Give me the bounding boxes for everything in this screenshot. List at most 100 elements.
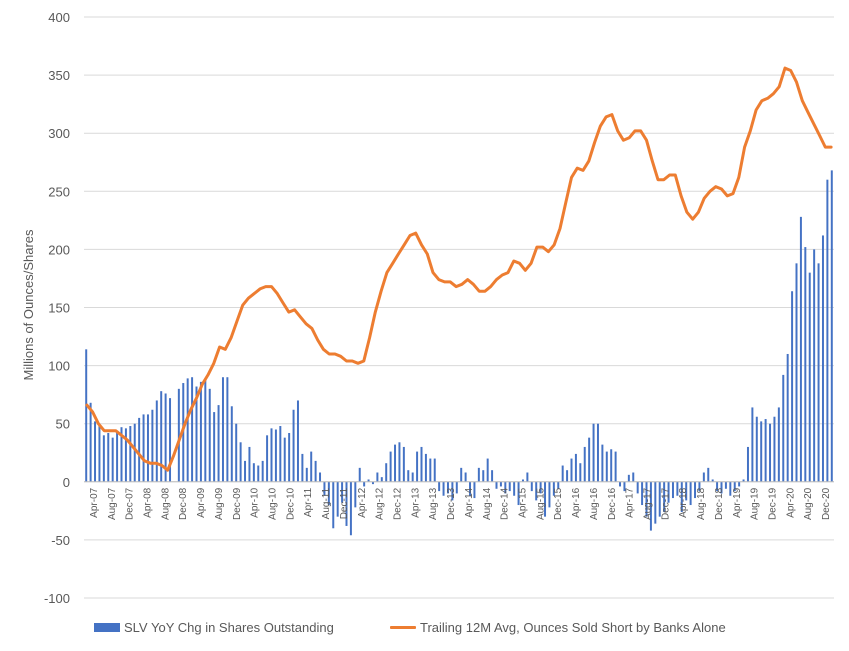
bar bbox=[433, 458, 436, 482]
bar bbox=[336, 481, 339, 517]
bar bbox=[424, 453, 427, 482]
bar bbox=[557, 481, 560, 489]
bar bbox=[539, 481, 542, 494]
bar bbox=[235, 423, 238, 482]
bar bbox=[760, 421, 763, 482]
bar bbox=[786, 353, 789, 482]
legend-item-line: Trailing 12M Avg, Ounces Sold Short by B… bbox=[390, 620, 726, 635]
x-tick-label: Aug-15 bbox=[535, 487, 546, 520]
bar bbox=[574, 453, 577, 482]
bar bbox=[274, 429, 277, 482]
legend-line-label: Trailing 12M Avg, Ounces Sold Short by B… bbox=[420, 620, 726, 635]
bar bbox=[323, 481, 326, 496]
bar bbox=[720, 481, 723, 494]
bar bbox=[301, 453, 304, 482]
bar bbox=[438, 481, 441, 492]
bar bbox=[773, 416, 776, 482]
bar bbox=[94, 421, 97, 482]
x-tick-label: Aug-09 bbox=[214, 487, 225, 520]
x-tick-label: Aug-18 bbox=[696, 487, 707, 520]
x-tick-label: Dec-12 bbox=[393, 487, 404, 520]
legend-bar-swatch bbox=[94, 623, 120, 632]
bar bbox=[632, 472, 635, 482]
bar bbox=[279, 426, 282, 482]
bar bbox=[535, 481, 538, 501]
bar bbox=[363, 481, 366, 487]
bar bbox=[169, 398, 172, 482]
x-tick-label: Apr-14 bbox=[464, 487, 475, 517]
x-tick-label: Apr-12 bbox=[357, 487, 368, 517]
bar bbox=[142, 414, 145, 482]
bar bbox=[583, 446, 586, 482]
bar bbox=[601, 444, 604, 482]
bar bbox=[133, 423, 136, 482]
bar bbox=[266, 435, 269, 482]
bar bbox=[270, 428, 273, 482]
bar bbox=[711, 479, 714, 482]
bar bbox=[288, 432, 291, 482]
bar bbox=[566, 470, 569, 482]
bar bbox=[416, 451, 419, 482]
bar bbox=[371, 481, 374, 485]
x-tick-label: Apr-11 bbox=[303, 487, 314, 517]
bar bbox=[795, 263, 798, 482]
x-tick-label: Dec-16 bbox=[607, 487, 618, 520]
y-tick-label: -50 bbox=[51, 533, 70, 548]
bar bbox=[464, 472, 467, 482]
bar bbox=[649, 481, 652, 531]
bar bbox=[707, 467, 710, 482]
bar bbox=[354, 481, 357, 508]
bar bbox=[495, 481, 498, 489]
x-tick-label: Dec-09 bbox=[232, 487, 243, 520]
bar bbox=[429, 458, 432, 482]
x-tick-label: Dec-14 bbox=[500, 487, 511, 520]
bar bbox=[623, 481, 626, 492]
bar bbox=[442, 481, 445, 496]
bar bbox=[579, 463, 582, 482]
bar-series bbox=[85, 170, 833, 536]
bar bbox=[138, 417, 141, 482]
x-tick-label: Aug-13 bbox=[428, 487, 439, 520]
bar bbox=[508, 481, 511, 492]
y-tick-label: 350 bbox=[48, 68, 70, 83]
bar bbox=[570, 458, 573, 482]
bar bbox=[257, 465, 260, 482]
bar bbox=[698, 481, 701, 492]
y-tick-label: 250 bbox=[48, 184, 70, 199]
bar bbox=[791, 291, 794, 482]
bar bbox=[808, 272, 811, 482]
bar bbox=[544, 481, 547, 517]
bar bbox=[588, 437, 591, 482]
bar bbox=[341, 481, 344, 503]
bar bbox=[636, 481, 639, 494]
bar bbox=[473, 481, 476, 499]
bar bbox=[327, 481, 330, 506]
bar bbox=[826, 179, 829, 482]
bar bbox=[380, 477, 383, 482]
bar bbox=[513, 481, 516, 496]
bar bbox=[213, 412, 216, 482]
x-tick-label: Aug-12 bbox=[375, 487, 386, 520]
bar bbox=[230, 406, 233, 482]
bar bbox=[89, 402, 92, 482]
bar bbox=[799, 216, 802, 482]
x-tick-label: Dec-13 bbox=[446, 487, 457, 520]
bar bbox=[830, 170, 833, 482]
bar bbox=[517, 481, 520, 506]
bar bbox=[530, 481, 533, 492]
bar bbox=[314, 460, 317, 482]
bar bbox=[654, 481, 657, 524]
bar bbox=[292, 409, 295, 482]
x-tick-label: Dec-08 bbox=[178, 487, 189, 520]
y-tick-label: 0 bbox=[63, 475, 70, 490]
bar bbox=[469, 481, 472, 496]
bar bbox=[671, 481, 674, 499]
bar bbox=[667, 481, 670, 503]
y-tick-label: 400 bbox=[48, 10, 70, 25]
bar bbox=[764, 419, 767, 482]
bar bbox=[345, 481, 348, 526]
bar bbox=[746, 446, 749, 482]
bar bbox=[619, 481, 622, 487]
bar bbox=[204, 379, 207, 482]
bar bbox=[394, 444, 397, 482]
